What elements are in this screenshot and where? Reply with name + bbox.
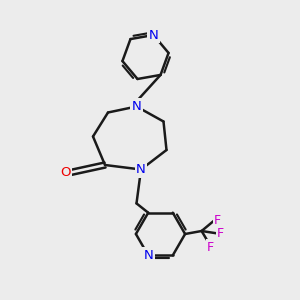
Text: N: N	[132, 100, 141, 113]
Text: F: F	[214, 214, 221, 227]
Text: O: O	[60, 166, 70, 179]
Text: N: N	[148, 28, 158, 41]
Text: N: N	[136, 163, 146, 176]
Text: N: N	[143, 249, 153, 262]
Text: F: F	[217, 227, 224, 240]
Text: F: F	[207, 241, 214, 254]
